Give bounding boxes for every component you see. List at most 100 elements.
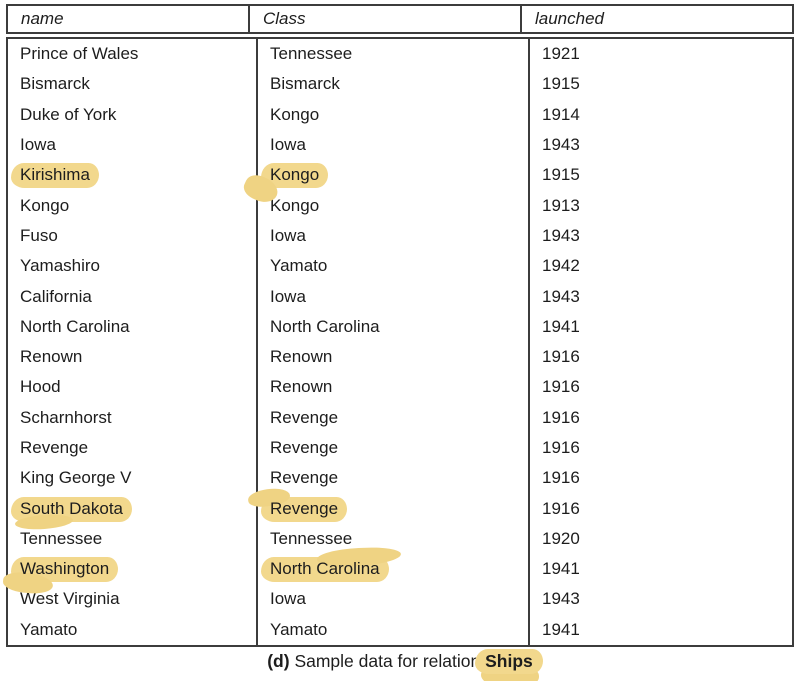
cell-value: Fuso: [20, 225, 58, 245]
cell-class: Kongo: [256, 190, 528, 221]
cell-launched: 1916: [528, 372, 792, 403]
cell-class: Iowa: [256, 584, 528, 615]
cell-class: Revenge: [256, 463, 528, 494]
cell-value: 1916: [542, 438, 580, 457]
column-header-class: Class: [248, 6, 520, 32]
cell-value: 1916: [542, 498, 580, 518]
cell-name: South Dakota: [8, 493, 256, 523]
cell-name: Tennessee: [8, 524, 256, 554]
cell-value: Revenge: [270, 438, 339, 457]
cell-launched: 1943: [528, 220, 792, 252]
cell-value: 1916: [542, 468, 580, 488]
table-row: Iowa Iowa 1943: [8, 129, 792, 161]
cell-name: Bismarck: [8, 69, 256, 99]
table-row: Kongo Kongo 1913: [8, 190, 792, 221]
cell-launched: 1914: [528, 99, 792, 130]
table-row: California Iowa 1943: [8, 281, 792, 312]
caption-text: Sample data for relation: [294, 651, 481, 671]
cell-name: Kirishima: [8, 160, 256, 190]
cell-name: Duke of York: [8, 100, 256, 130]
cell-class: Kongo: [256, 99, 528, 130]
cell-value: Iowa: [270, 589, 306, 609]
cell-launched: 1941: [528, 311, 792, 342]
cell-launched: 1916: [528, 341, 792, 373]
cell-name: West Virginia: [8, 584, 256, 614]
table-row: Renown Renown 1916: [8, 341, 792, 373]
table-row: Washington North Carolina 1941: [8, 554, 792, 585]
cell-name: Hood: [8, 372, 256, 402]
cell-value: 1914: [542, 104, 580, 124]
cell-value: 1913: [542, 195, 580, 215]
cell-value: Revenge: [270, 407, 339, 427]
cell-class: North Carolina: [256, 311, 528, 342]
cell-value: North Carolina: [270, 316, 380, 336]
column-header-class-label: Class: [263, 9, 306, 28]
cell-value: Iowa: [270, 286, 306, 306]
cell-name: Yamashiro: [8, 251, 256, 281]
cell-value: 1921: [542, 44, 580, 64]
table-row: Prince of Wales Tennessee 1921: [8, 39, 792, 70]
cell-value: 1941: [542, 619, 580, 639]
cell-value: Bismarck: [270, 74, 340, 94]
cell-value: Kongo: [20, 195, 70, 215]
cell-value: Kongo: [261, 163, 329, 189]
cell-class: North Carolina: [256, 554, 528, 585]
cell-value: Hood: [20, 377, 61, 397]
cell-class: Tennessee: [256, 39, 528, 70]
cell-value: South Dakota: [11, 496, 133, 522]
column-header-launched-label: launched: [535, 9, 605, 28]
cell-launched: 1943: [528, 281, 792, 312]
cell-name: Yamato: [8, 615, 256, 645]
cell-launched: 1913: [528, 190, 792, 221]
cell-value: 1916: [542, 377, 580, 397]
cell-class: Tennessee: [256, 523, 528, 555]
cell-value: 1916: [542, 347, 580, 367]
cell-value: Iowa: [20, 135, 56, 155]
cell-value: Kongo: [270, 104, 320, 124]
table-row: King George V Revenge 1916: [8, 463, 792, 494]
cell-class: Bismarck: [256, 69, 528, 100]
cell-class: Revenge: [256, 402, 528, 433]
table-row: Scharnhorst Revenge 1916: [8, 402, 792, 433]
table-row: West Virginia Iowa 1943: [8, 584, 792, 615]
cell-value: Renown: [270, 377, 333, 397]
table-row: North Carolina North Carolina 1941: [8, 311, 792, 342]
table-row: Duke of York Kongo 1914: [8, 99, 792, 130]
cell-value: Revenge: [20, 438, 89, 457]
cell-value: 1941: [542, 316, 580, 336]
cell-class: Revenge: [256, 432, 528, 464]
cell-value: Renown: [20, 347, 83, 367]
cell-value: Kongo: [270, 195, 320, 215]
cell-value: Kirishima: [11, 163, 99, 189]
table-header-row: name Class launched: [6, 4, 794, 34]
cell-value: 1941: [542, 559, 580, 579]
cell-class: Yamato: [256, 251, 528, 282]
cell-class: Renown: [256, 341, 528, 373]
cell-name: Fuso: [8, 221, 256, 251]
cell-launched: 1916: [528, 432, 792, 464]
cell-value: Iowa: [270, 225, 306, 245]
column-header-name-label: name: [21, 9, 64, 28]
cell-value: West Virginia: [20, 589, 120, 609]
cell-launched: 1916: [528, 463, 792, 494]
cell-value: Iowa: [270, 135, 306, 155]
cell-value: Tennessee: [20, 528, 103, 548]
cell-value: 1915: [542, 165, 580, 185]
cell-value: Yamashiro: [20, 256, 100, 276]
cell-launched: 1943: [528, 129, 792, 161]
cell-name: Kongo: [8, 190, 256, 220]
cell-launched: 1921: [528, 39, 792, 70]
cell-name: Renown: [8, 342, 256, 372]
table-row: Kirishima Kongo 1915: [8, 160, 792, 191]
table-row: Tennessee Tennessee 1920: [8, 523, 792, 555]
table-body: Prince of Wales Tennessee 1921 Bismarck Bism…: [6, 37, 794, 647]
cell-class: Iowa: [256, 129, 528, 161]
cell-name: King George V: [8, 463, 256, 493]
column-header-launched: launched: [520, 6, 792, 32]
cell-launched: 1916: [528, 402, 792, 433]
cell-value: 1943: [542, 225, 580, 245]
table-row: Hood Renown 1916: [8, 372, 792, 403]
cell-launched: 1916: [528, 493, 792, 524]
caption-relation-name: Ships: [475, 649, 543, 674]
